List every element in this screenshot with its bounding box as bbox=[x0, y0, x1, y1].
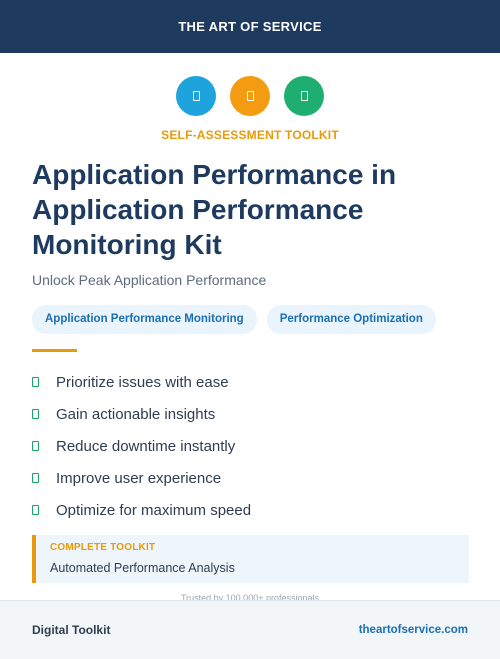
header-bar: THE ART OF SERVICE bbox=[0, 0, 500, 53]
brand-name: THE ART OF SERVICE bbox=[178, 19, 322, 34]
feature-text: Prioritize issues with ease bbox=[56, 373, 229, 391]
doc-icon bbox=[300, 91, 308, 101]
feature-text: Reduce downtime instantly bbox=[56, 437, 236, 455]
doc-icon bbox=[246, 91, 254, 101]
doc-icon-orange bbox=[230, 76, 270, 116]
feature-list: Prioritize issues with ease Gain actiona… bbox=[32, 366, 251, 526]
callout-label: COMPLETE TOOLKIT bbox=[50, 542, 156, 553]
check-icon bbox=[32, 377, 39, 387]
subtitle: Unlock Peak Application Performance bbox=[32, 272, 267, 288]
toolkit-callout: COMPLETE TOOLKIT Automated Performance A… bbox=[32, 535, 469, 583]
footer-bar: Digital Toolkit theartofservice.com bbox=[0, 600, 500, 659]
check-icon bbox=[32, 473, 39, 483]
tag-list: Application Performance Monitoring Perfo… bbox=[32, 305, 436, 334]
footer-label: Digital Toolkit bbox=[32, 623, 111, 637]
feature-text: Optimize for maximum speed bbox=[56, 501, 252, 519]
check-icon bbox=[32, 441, 39, 451]
feature-item: Prioritize issues with ease bbox=[32, 366, 251, 398]
feature-item: Reduce downtime instantly bbox=[32, 430, 251, 462]
feature-text: Gain actionable insights bbox=[56, 405, 216, 423]
check-icon bbox=[32, 409, 39, 419]
feature-item: Gain actionable insights bbox=[32, 398, 251, 430]
doc-icon bbox=[192, 91, 200, 101]
tag-application-performance-monitoring: Application Performance Monitoring bbox=[32, 305, 257, 334]
eyebrow-label: SELF-ASSESSMENT TOOLKIT bbox=[161, 128, 339, 142]
tag-performance-optimization: Performance Optimization bbox=[266, 305, 436, 334]
callout-text: Automated Performance Analysis bbox=[50, 561, 235, 575]
doc-icon-blue bbox=[176, 76, 216, 116]
feature-text: Improve user experience bbox=[56, 469, 222, 487]
page-title: Application Performance in Application P… bbox=[32, 159, 397, 260]
website-link[interactable]: theartofservice.com bbox=[358, 624, 468, 636]
feature-item: Optimize for maximum speed bbox=[32, 494, 251, 526]
trusted-note: Trusted by 100,000+ professionals bbox=[180, 593, 319, 601]
check-icon bbox=[32, 505, 39, 515]
accent-divider bbox=[32, 349, 77, 352]
feature-item: Improve user experience bbox=[32, 462, 251, 494]
icon-row bbox=[0, 76, 500, 116]
doc-icon-green bbox=[284, 76, 324, 116]
